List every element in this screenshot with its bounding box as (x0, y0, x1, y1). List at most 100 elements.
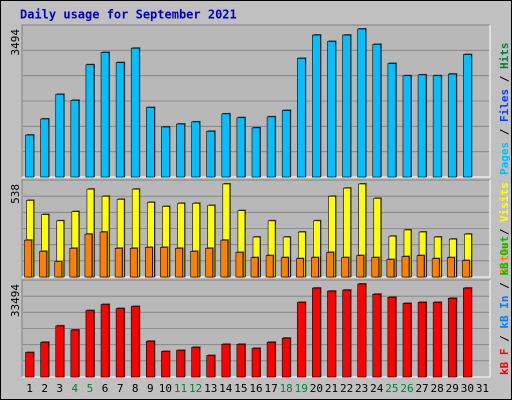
bar (146, 107, 155, 178)
bar (40, 341, 49, 378)
x-tick-label: 4 (72, 382, 79, 395)
bar (312, 34, 321, 178)
bar (235, 252, 244, 278)
bar (250, 257, 259, 278)
right-label: Sites / Visits (498, 182, 511, 275)
legend-entry: / (498, 276, 511, 296)
bar (145, 247, 153, 278)
bar (266, 341, 276, 378)
legend-entry: Sites (498, 242, 511, 275)
x-tick-label: 25 (385, 382, 398, 395)
bar (387, 63, 397, 178)
bar (175, 248, 183, 278)
legend-entry: kB Out (498, 236, 511, 276)
bar (114, 248, 123, 278)
x-tick-label: 5 (87, 382, 94, 395)
bar (115, 62, 125, 178)
bar (371, 257, 380, 278)
bar (372, 44, 382, 178)
bar (100, 52, 110, 178)
bar (40, 118, 49, 178)
y-tick-label: 3494 (9, 29, 22, 56)
x-tick-label: 2 (41, 382, 48, 395)
bar (447, 298, 457, 378)
bar (85, 310, 95, 378)
x-tick-label: 8 (132, 382, 139, 395)
bar (431, 258, 440, 278)
bar (176, 123, 185, 178)
x-tick-label: 13 (204, 382, 217, 395)
bar (402, 75, 412, 178)
bar (191, 121, 200, 178)
bar (416, 255, 425, 278)
bar (417, 74, 427, 178)
bar (69, 248, 78, 278)
x-tick-label: 16 (249, 382, 262, 395)
bar (115, 308, 125, 378)
bar (402, 303, 412, 378)
bar (326, 252, 334, 278)
bar (130, 306, 140, 378)
bar (55, 94, 65, 178)
legend-entry: kB In (498, 296, 511, 329)
bar (296, 302, 306, 378)
bar (386, 259, 395, 278)
bar (236, 117, 246, 178)
bar (372, 293, 382, 378)
legend-entry: Visits (498, 182, 511, 222)
x-tick-label: 23 (355, 382, 368, 395)
legend-entry: Hits (498, 43, 511, 70)
bar (281, 337, 291, 378)
x-tick-label: 15 (234, 382, 247, 395)
bar (160, 247, 168, 278)
bar (447, 73, 457, 178)
bar (25, 352, 34, 378)
bar (70, 329, 80, 378)
x-tick-label: 9 (147, 382, 154, 395)
bar (341, 257, 349, 278)
bar (191, 347, 200, 378)
x-tick-label: 14 (219, 382, 233, 395)
bar (280, 257, 289, 278)
bar (417, 302, 427, 378)
x-tick-label: 6 (102, 382, 109, 395)
bar (432, 75, 442, 178)
bar (295, 258, 304, 278)
bar (463, 54, 472, 178)
x-tick-label: 26 (400, 382, 413, 395)
bar (85, 64, 95, 178)
x-tick-label: 17 (264, 382, 277, 395)
bar (206, 355, 216, 378)
x-tick-label: 22 (340, 382, 353, 395)
bar (357, 283, 366, 378)
bar (296, 58, 306, 178)
bar (205, 248, 214, 278)
y-tick-label: 538 (9, 184, 22, 204)
bar (251, 127, 261, 178)
bar (161, 351, 170, 378)
legend-entry: Pages (498, 142, 511, 175)
x-tick-label: 20 (310, 382, 323, 395)
bar (236, 343, 246, 378)
bar (54, 261, 63, 278)
bar (251, 348, 261, 378)
bar (327, 290, 336, 378)
bar (387, 296, 397, 378)
panel-bevel (21, 279, 490, 377)
legend-entry: Files (498, 89, 511, 122)
right-label: Pages / Files / Hits (498, 43, 511, 176)
x-tick-label: 30 (461, 382, 474, 395)
x-tick-label: 21 (325, 382, 338, 395)
bar (463, 287, 472, 378)
bar (446, 257, 455, 278)
x-tick-label: 31 (476, 382, 489, 395)
right-label: kB F / kB In / kB Out (498, 236, 511, 375)
bar (129, 248, 138, 278)
bar (206, 130, 216, 178)
bar (221, 343, 231, 378)
bar (161, 126, 170, 178)
x-tick-label: 10 (159, 382, 172, 395)
bar (220, 239, 229, 278)
legend-entry: / (498, 329, 511, 349)
